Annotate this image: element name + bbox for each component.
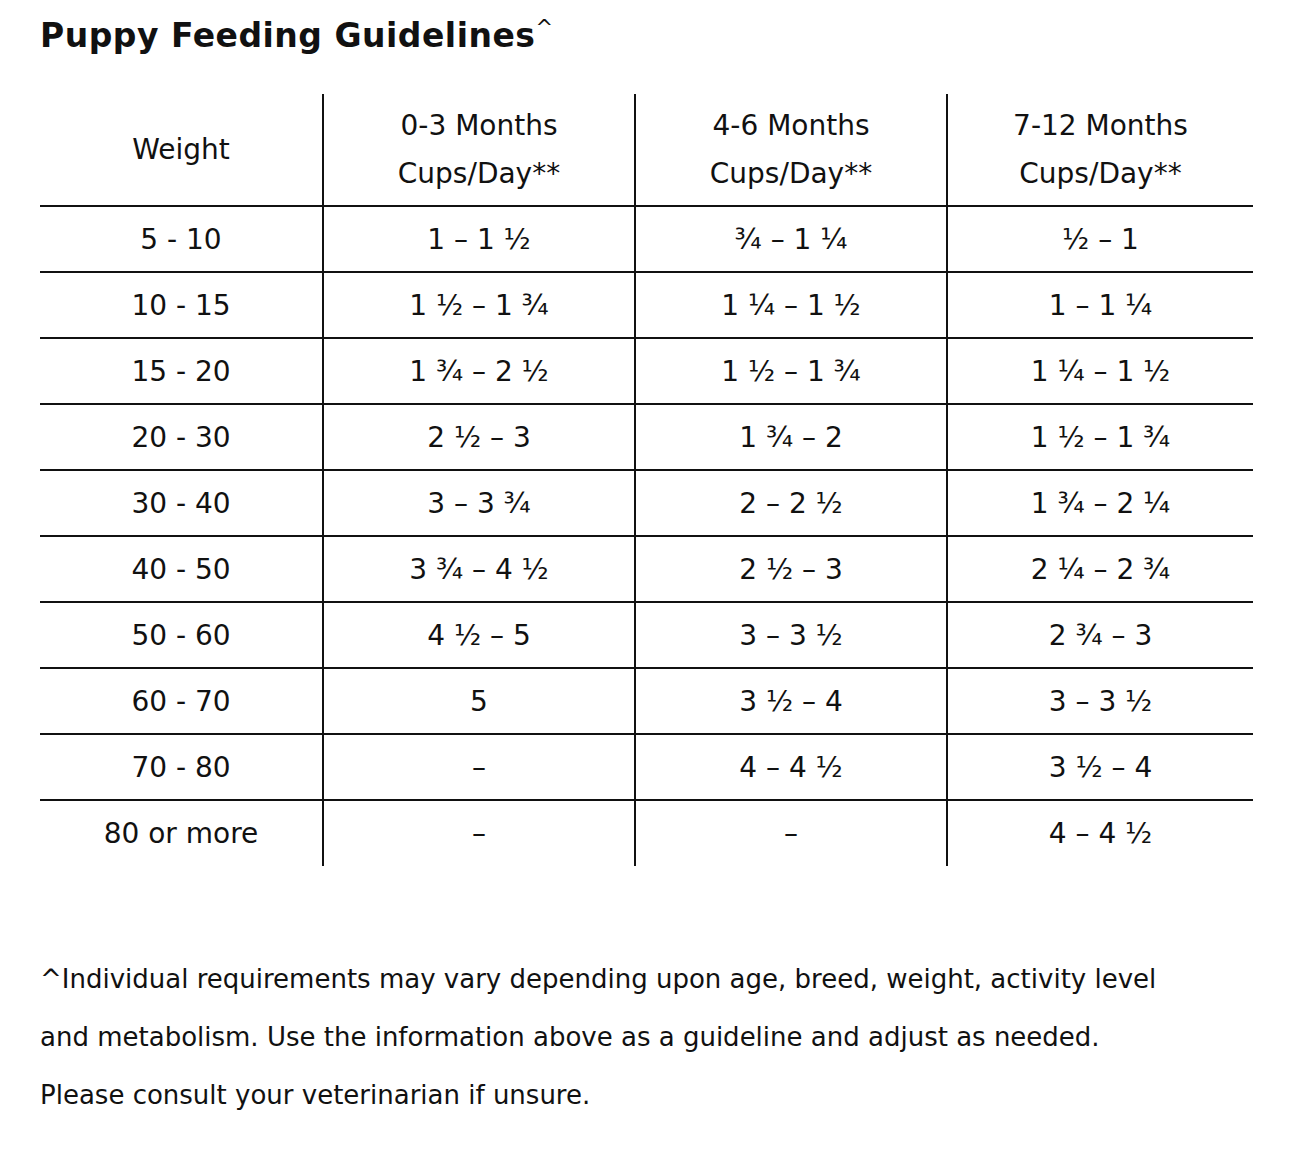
weight-cell: 40 - 50 — [40, 536, 323, 602]
header-4-6-months: 4-6 Months Cups/Day** — [635, 94, 947, 206]
weight-cell: 70 - 80 — [40, 734, 323, 800]
table-header: Weight 0-3 Months Cups/Day** 4-6 Months … — [40, 94, 1253, 206]
cups-0-3-cell: 5 — [323, 668, 635, 734]
footnote-individual-requirements: ^Individual requirements may vary depend… — [40, 950, 1264, 1124]
page: Puppy Feeding Guidelines^ Weight 0-3 Mon… — [0, 0, 1304, 1156]
header-weight-label: Weight — [40, 126, 322, 174]
cups-4-6-cell: 3 ½ – 4 — [635, 668, 947, 734]
footnotes: ^Individual requirements may vary depend… — [40, 892, 1264, 1156]
weight-cell: 50 - 60 — [40, 602, 323, 668]
cups-4-6-cell: ¾ – 1 ¼ — [635, 206, 947, 272]
cups-0-3-cell: – — [323, 734, 635, 800]
table-row: 60 - 7053 ½ – 43 – 3 ½ — [40, 668, 1253, 734]
cups-7-12-cell: 3 – 3 ½ — [947, 668, 1253, 734]
table-row: 50 - 604 ½ – 53 – 3 ½2 ¾ – 3 — [40, 602, 1253, 668]
cups-4-6-cell: 4 – 4 ½ — [635, 734, 947, 800]
cups-0-3-cell: 2 ½ – 3 — [323, 404, 635, 470]
header-7-12-months-sublabel: Cups/Day** — [948, 150, 1253, 198]
table-row: 10 - 151 ½ – 1 ¾1 ¼ – 1 ½1 – 1 ¼ — [40, 272, 1253, 338]
cups-7-12-cell: 3 ½ – 4 — [947, 734, 1253, 800]
table-row: 80 or more––4 – 4 ½ — [40, 800, 1253, 866]
header-4-6-months-sublabel: Cups/Day** — [636, 150, 946, 198]
header-0-3-months: 0-3 Months Cups/Day** — [323, 94, 635, 206]
cups-0-3-cell: 3 ¾ – 4 ½ — [323, 536, 635, 602]
header-weight: Weight — [40, 94, 323, 206]
cups-4-6-cell: 3 – 3 ½ — [635, 602, 947, 668]
table-body: 5 - 101 – 1 ½¾ – 1 ¼½ – 110 - 151 ½ – 1 … — [40, 206, 1253, 866]
cups-4-6-cell: 1 ¾ – 2 — [635, 404, 947, 470]
cups-0-3-cell: – — [323, 800, 635, 866]
page-title: Puppy Feeding Guidelines^ — [40, 16, 1264, 55]
cups-7-12-cell: 1 ¼ – 1 ½ — [947, 338, 1253, 404]
cups-0-3-cell: 1 ¾ – 2 ½ — [323, 338, 635, 404]
cups-4-6-cell: 2 – 2 ½ — [635, 470, 947, 536]
cups-7-12-cell: 1 ¾ – 2 ¼ — [947, 470, 1253, 536]
header-0-3-months-sublabel: Cups/Day** — [324, 150, 634, 198]
table-row: 40 - 503 ¾ – 4 ½2 ½ – 32 ¼ – 2 ¾ — [40, 536, 1253, 602]
cups-7-12-cell: 1 ½ – 1 ¾ — [947, 404, 1253, 470]
cups-4-6-cell: – — [635, 800, 947, 866]
cups-0-3-cell: 1 – 1 ½ — [323, 206, 635, 272]
weight-cell: 20 - 30 — [40, 404, 323, 470]
weight-cell: 10 - 15 — [40, 272, 323, 338]
cups-0-3-cell: 1 ½ – 1 ¾ — [323, 272, 635, 338]
cups-0-3-cell: 4 ½ – 5 — [323, 602, 635, 668]
table-row: 15 - 201 ¾ – 2 ½1 ½ – 1 ¾1 ¼ – 1 ½ — [40, 338, 1253, 404]
cups-0-3-cell: 3 – 3 ¾ — [323, 470, 635, 536]
page-title-text: Puppy Feeding Guidelines — [40, 16, 535, 55]
table-row: 70 - 80–4 – 4 ½3 ½ – 4 — [40, 734, 1253, 800]
cups-7-12-cell: 2 ¾ – 3 — [947, 602, 1253, 668]
cups-4-6-cell: 1 ¼ – 1 ½ — [635, 272, 947, 338]
table-row: 30 - 403 – 3 ¾2 – 2 ½1 ¾ – 2 ¼ — [40, 470, 1253, 536]
cups-7-12-cell: 1 – 1 ¼ — [947, 272, 1253, 338]
table-row: 5 - 101 – 1 ½¾ – 1 ¼½ – 1 — [40, 206, 1253, 272]
feeding-guidelines-table: Weight 0-3 Months Cups/Day** 4-6 Months … — [40, 94, 1253, 866]
table-row: 20 - 302 ½ – 31 ¾ – 21 ½ – 1 ¾ — [40, 404, 1253, 470]
header-7-12-months-label: 7-12 Months — [948, 102, 1253, 150]
header-4-6-months-label: 4-6 Months — [636, 102, 946, 150]
cups-4-6-cell: 1 ½ – 1 ¾ — [635, 338, 947, 404]
header-0-3-months-label: 0-3 Months — [324, 102, 634, 150]
page-title-superscript: ^ — [535, 16, 553, 40]
weight-cell: 15 - 20 — [40, 338, 323, 404]
table-header-row: Weight 0-3 Months Cups/Day** 4-6 Months … — [40, 94, 1253, 206]
cups-7-12-cell: 4 – 4 ½ — [947, 800, 1253, 866]
cups-4-6-cell: 2 ½ – 3 — [635, 536, 947, 602]
weight-cell: 5 - 10 — [40, 206, 323, 272]
weight-cell: 30 - 40 — [40, 470, 323, 536]
weight-cell: 80 or more — [40, 800, 323, 866]
cups-7-12-cell: 2 ¼ – 2 ¾ — [947, 536, 1253, 602]
header-7-12-months: 7-12 Months Cups/Day** — [947, 94, 1253, 206]
cups-7-12-cell: ½ – 1 — [947, 206, 1253, 272]
weight-cell: 60 - 70 — [40, 668, 323, 734]
